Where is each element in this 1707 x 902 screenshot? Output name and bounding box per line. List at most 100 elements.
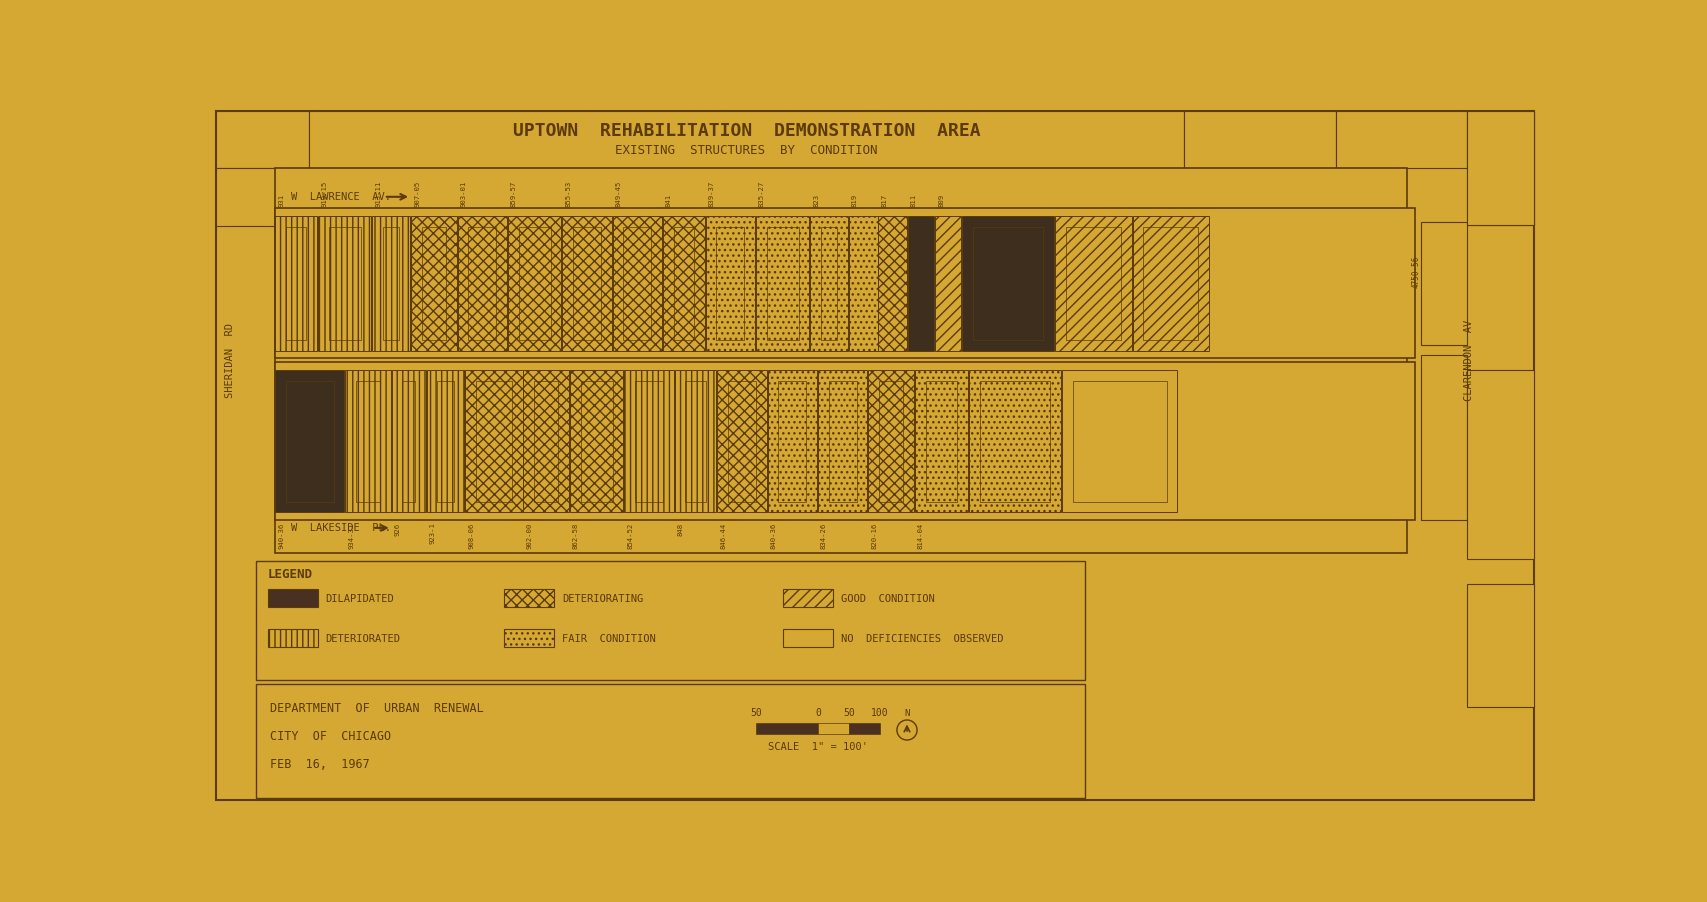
Text: 849-45: 849-45 xyxy=(616,180,621,207)
Text: 839-37: 839-37 xyxy=(708,180,715,207)
Bar xyxy=(524,370,568,512)
Bar xyxy=(287,226,306,340)
Text: SCALE  1" = 100': SCALE 1" = 100' xyxy=(768,741,867,751)
Bar xyxy=(268,589,318,607)
Bar xyxy=(476,381,512,502)
Text: 817: 817 xyxy=(881,194,888,207)
Bar xyxy=(275,208,1415,358)
Bar xyxy=(980,381,1050,502)
Bar xyxy=(329,226,360,340)
Text: GOOD  CONDITION: GOOD CONDITION xyxy=(842,594,935,603)
Bar xyxy=(1144,226,1198,340)
Text: CLARENDON  AV: CLARENDON AV xyxy=(1465,320,1473,401)
Bar xyxy=(357,381,381,502)
Bar xyxy=(509,216,562,351)
Bar xyxy=(1468,370,1535,558)
Text: 926: 926 xyxy=(394,522,401,536)
Text: DETERIORATED: DETERIORATED xyxy=(326,634,401,644)
Text: EXISTING  STRUCTURES  BY  CONDITION: EXISTING STRUCTURES BY CONDITION xyxy=(615,144,877,157)
Bar xyxy=(879,381,903,502)
Text: 100: 100 xyxy=(871,708,889,718)
Bar xyxy=(504,589,555,607)
Bar xyxy=(215,169,309,226)
Bar xyxy=(674,226,693,340)
Bar xyxy=(1132,216,1209,351)
Bar xyxy=(570,370,623,512)
Bar xyxy=(468,226,497,340)
Bar xyxy=(519,226,550,340)
Text: DEPARTMENT  OF  URBAN  RENEWAL: DEPARTMENT OF URBAN RENEWAL xyxy=(270,703,483,715)
Bar xyxy=(1468,111,1535,225)
Text: 907-05: 907-05 xyxy=(415,180,420,207)
Bar xyxy=(256,685,1086,798)
Bar xyxy=(287,381,333,502)
Bar xyxy=(915,370,968,512)
Text: 819: 819 xyxy=(852,194,859,207)
Bar xyxy=(382,226,399,340)
Bar xyxy=(1185,111,1335,169)
Text: 854-52: 854-52 xyxy=(626,522,633,548)
Bar xyxy=(818,370,867,512)
Text: FEB  16,  1967: FEB 16, 1967 xyxy=(270,758,370,771)
Bar xyxy=(534,381,558,502)
Bar xyxy=(1420,354,1468,520)
Bar xyxy=(662,216,705,351)
Text: 811: 811 xyxy=(912,194,917,207)
Text: 809: 809 xyxy=(939,194,944,207)
Text: DETERIORATING: DETERIORATING xyxy=(562,594,644,603)
Text: 862-58: 862-58 xyxy=(574,522,579,548)
Bar xyxy=(437,381,454,502)
Bar xyxy=(403,381,415,502)
Bar xyxy=(879,216,906,351)
Bar xyxy=(828,381,857,502)
Bar xyxy=(848,723,879,734)
Bar xyxy=(908,216,934,351)
Text: 50: 50 xyxy=(843,708,855,718)
Bar xyxy=(275,370,345,512)
Text: 820-16: 820-16 xyxy=(871,522,877,548)
Bar xyxy=(623,226,652,340)
Bar xyxy=(427,370,464,512)
Bar xyxy=(613,216,662,351)
Text: 846-44: 846-44 xyxy=(720,522,725,548)
Bar xyxy=(756,216,809,351)
Bar xyxy=(869,370,913,512)
Bar xyxy=(275,169,1407,553)
Bar xyxy=(372,216,410,351)
Bar xyxy=(935,216,961,351)
Bar xyxy=(768,370,818,512)
Text: 855-53: 855-53 xyxy=(565,180,572,207)
Bar xyxy=(685,381,705,502)
Text: LEGEND: LEGEND xyxy=(268,568,312,582)
Bar xyxy=(635,381,662,502)
Text: UPTOWN  REHABILITATION  DEMONSTRATION  AREA: UPTOWN REHABILITATION DEMONSTRATION AREA xyxy=(512,123,980,141)
Text: 859-57: 859-57 xyxy=(510,180,517,207)
Text: W  LAWRENCE  AV.: W LAWRENCE AV. xyxy=(290,192,391,202)
Bar xyxy=(318,216,372,351)
Bar xyxy=(784,589,833,607)
Text: 50: 50 xyxy=(749,708,761,718)
Text: 823: 823 xyxy=(813,194,819,207)
Text: N: N xyxy=(905,710,910,719)
Bar xyxy=(717,370,766,512)
Bar xyxy=(1468,584,1535,707)
Bar xyxy=(1420,222,1468,345)
Bar xyxy=(625,370,674,512)
Text: W  LAKESIDE  PL.: W LAKESIDE PL. xyxy=(290,523,391,533)
Text: SHERIDAN  RD: SHERIDAN RD xyxy=(225,323,236,399)
Text: 913-11: 913-11 xyxy=(376,180,381,207)
Bar xyxy=(275,363,1415,520)
Bar xyxy=(268,629,318,648)
Bar xyxy=(818,723,848,734)
Text: 919-15: 919-15 xyxy=(321,180,328,207)
Text: 834-26: 834-26 xyxy=(821,522,826,548)
Bar xyxy=(784,629,833,648)
Text: 923-1: 923-1 xyxy=(430,522,435,545)
Bar xyxy=(504,629,555,648)
Text: 848: 848 xyxy=(678,522,683,536)
Text: NO  DEFICIENCIES  OBSERVED: NO DEFICIENCIES OBSERVED xyxy=(842,634,1004,644)
Text: 903-01: 903-01 xyxy=(461,180,466,207)
Bar xyxy=(674,370,717,512)
Bar xyxy=(1065,226,1121,340)
Text: FAIR  CONDITION: FAIR CONDITION xyxy=(562,634,655,644)
